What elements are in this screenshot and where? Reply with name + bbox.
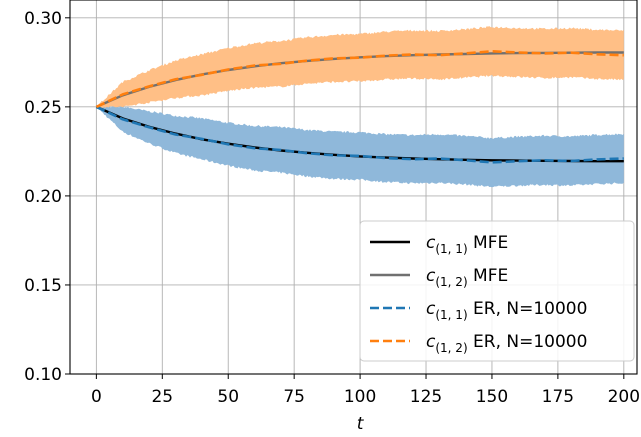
y-tick-label: 0.30 [24,9,62,29]
y-tick-label: 0.10 [24,365,62,385]
legend: c(1, 1) MFE c(1, 2) MFE c(1, 1) ER, N=1000… [359,220,635,362]
y-tick-label: 0.20 [24,187,62,207]
band-2 [96,105,624,188]
x-tick-label: 25 [151,387,173,407]
tick-labels: 0 25 50 75 100 125 150 175 200 0.10 0.15 0.20 0.25 0.… [24,9,640,407]
x-tick-label: 50 [217,387,239,407]
x-tick-label: 125 [410,387,442,407]
y-tick-label: 0.15 [24,276,62,296]
x-tick-label: 150 [476,387,508,407]
legend-box [359,220,635,362]
confidence-bands [96,26,624,188]
band-3 [96,26,624,108]
x-axis-label: t [357,414,365,434]
x-tick-label: 100 [344,387,376,407]
legend-label-0: c(1, 1) MFE [426,233,508,256]
series-line-2 [95,105,624,164]
axes-frame [65,0,638,379]
series-lines [95,50,624,164]
legend-label-2: c(1, 1) ER, N=10000 [426,299,587,322]
x-tick-label: 175 [542,387,574,407]
series-line-3 [95,50,624,109]
legend-label-3: c(1, 2) ER, N=10000 [426,332,587,355]
x-tick-label: 200 [608,387,640,407]
legend-label-1: c(1, 2) MFE [426,266,508,289]
x-tick-label: 0 [91,387,102,407]
y-tick-label: 0.25 [24,98,62,118]
x-tick-label: 75 [283,387,305,407]
plot-frame [69,0,638,375]
